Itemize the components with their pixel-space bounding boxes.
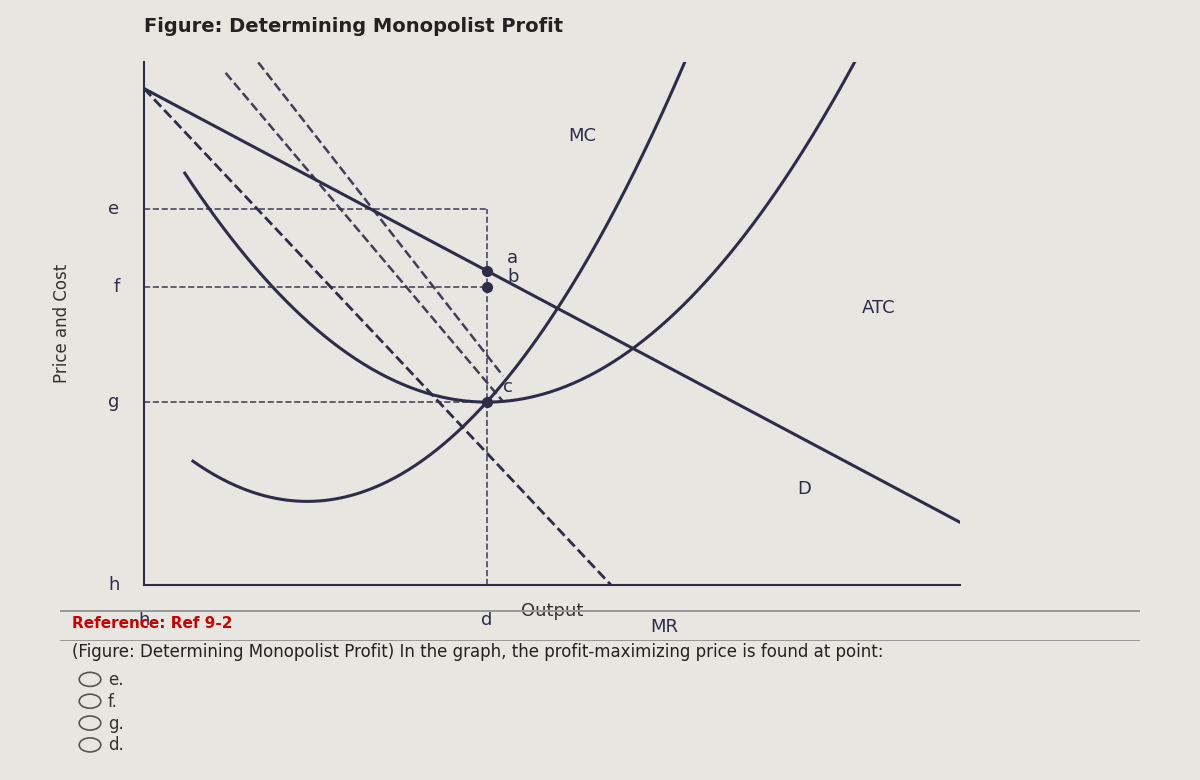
X-axis label: Output: Output [521, 601, 583, 619]
Text: d: d [481, 612, 492, 629]
Text: f.: f. [108, 693, 118, 711]
Text: e.: e. [108, 671, 124, 689]
Text: g: g [108, 393, 120, 411]
Text: f: f [113, 278, 120, 296]
Text: h: h [138, 612, 150, 629]
Text: c: c [503, 378, 512, 395]
Text: MR: MR [650, 618, 678, 636]
Text: ATC: ATC [862, 300, 895, 317]
Text: Price and Cost: Price and Cost [53, 264, 72, 383]
Text: h: h [108, 576, 120, 594]
Text: g.: g. [108, 714, 124, 732]
Text: D: D [797, 480, 811, 498]
Text: e: e [108, 200, 120, 218]
Text: a: a [508, 249, 518, 267]
Text: Figure: Determining Monopolist Profit: Figure: Determining Monopolist Profit [144, 17, 563, 36]
Text: b: b [508, 268, 518, 286]
Text: MC: MC [569, 127, 596, 145]
Text: Reference: Ref 9-2: Reference: Ref 9-2 [72, 616, 233, 631]
Text: d.: d. [108, 736, 124, 754]
Text: (Figure: Determining Monopolist Profit) In the graph, the profit-maximizing pric: (Figure: Determining Monopolist Profit) … [72, 643, 883, 661]
